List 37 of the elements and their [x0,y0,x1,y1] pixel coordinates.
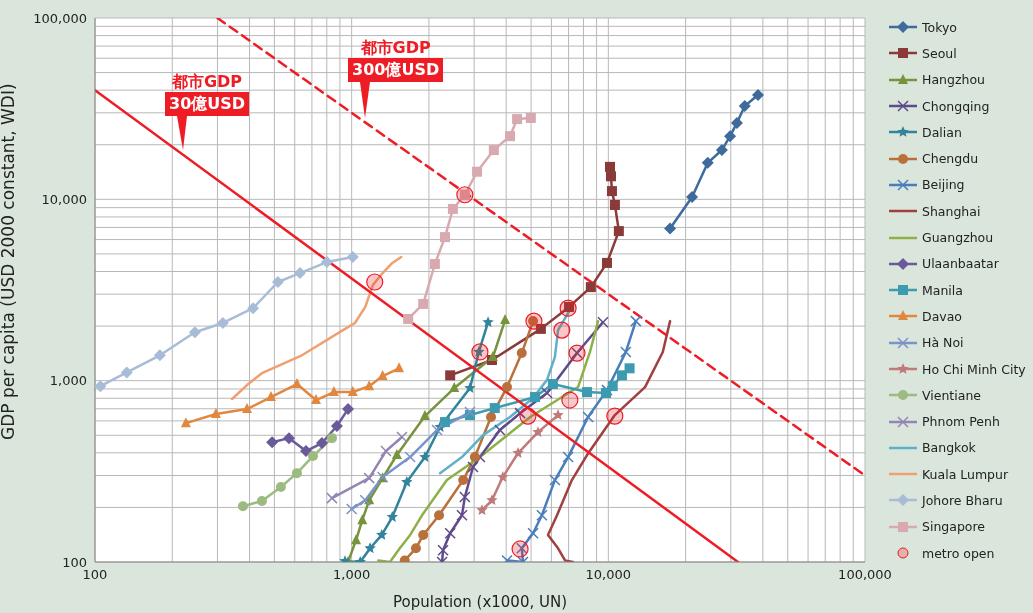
legend-label: Shanghai [922,203,981,219]
legend-label: Seoul [922,45,957,61]
y-tick-label: 1,000 [49,373,87,389]
callout: 都市GDP 300億USD [348,38,444,118]
legend-label: metro open [922,545,995,561]
legend-label: Davao [922,308,962,324]
callout: 都市GDP 30億USD [165,72,250,150]
legend-label: Dalian [922,124,962,140]
annotation: 30億USD [165,92,250,116]
legend-label: Bangkok [922,440,976,456]
legend-label: Beijing [922,177,965,193]
annotation: 都市GDP [170,72,244,92]
x-tick-label: 100,000 [838,567,892,583]
x-tick-label: 100 [82,567,108,583]
legend-label: Tokyo [922,19,957,35]
x-tick-label: 1,000 [333,567,371,583]
legend-label: Chengdu [922,151,979,167]
legend-label: Phnom Penh [922,414,1000,430]
annotation: 300億USD [348,58,444,82]
legend-label: Vientiane [922,387,982,403]
legend-label: Ulaanbaatar [922,256,999,272]
legend-label: Guangzhou [922,230,994,246]
legend-label: Singapore [922,519,986,535]
legend-label: Hangzhou [922,72,985,88]
y-tick-label: 100 [62,554,87,570]
legend-label: Hà Noi [922,335,964,351]
y-tick-label: 10,000 [41,191,87,207]
x-axis-title: Population (x1000, UN) [392,593,568,611]
y-tick-label: 100,000 [33,10,87,26]
legend-label: Johore Bharu [922,492,1003,508]
legend-label: Ho Chi Minh City [922,361,1026,377]
legend-label: Manila [922,282,963,298]
y-axis-title: GDP per capita (USD 2000 constant, WDI) [0,83,19,440]
legend-label: Chongqing [922,98,990,114]
legend-label: Kuala Lumpur [922,466,1009,482]
x-tick-label: 10,000 [585,567,632,583]
annotation: 都市GDP [359,38,432,58]
